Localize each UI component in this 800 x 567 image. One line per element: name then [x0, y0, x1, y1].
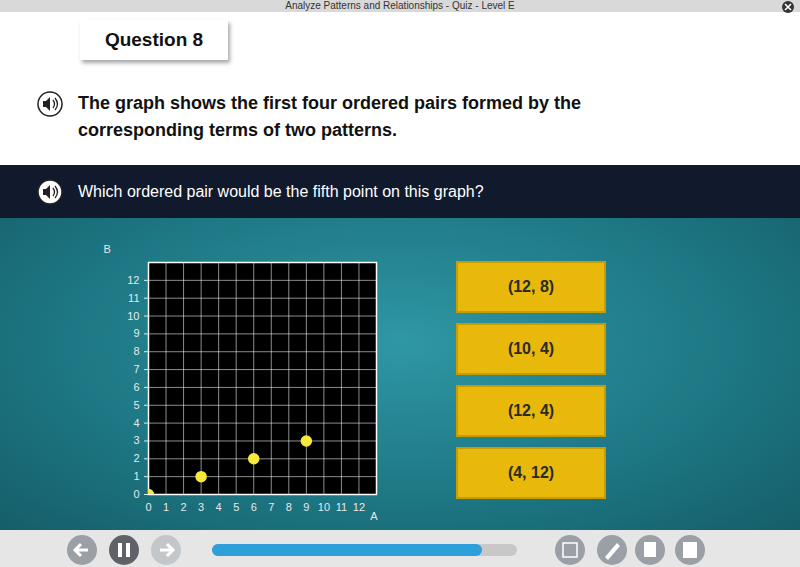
svg-text:2: 2 [133, 452, 139, 464]
svg-text:1: 1 [133, 470, 139, 482]
svg-text:11: 11 [128, 292, 139, 304]
svg-text:11: 11 [336, 501, 347, 513]
html-text:(12, 8): (12, 8) [507, 278, 555, 295]
svg-text:3: 3 [198, 501, 204, 513]
svg-text:0: 0 [145, 501, 151, 513]
svg-text:4: 4 [216, 501, 222, 513]
svg-text:10: 10 [127, 310, 139, 322]
svg-text:8: 8 [133, 345, 139, 357]
html-text:(4, 12): (4, 12) [507, 464, 555, 481]
svg-text:6: 6 [133, 381, 139, 393]
svg-text:B: B [104, 243, 111, 255]
svg-text:9: 9 [303, 501, 309, 513]
html-text:Which ordered pair would be th: Which ordered pair would be the fifth po… [78, 183, 484, 200]
svg-text:4: 4 [133, 417, 139, 429]
svg-text:2: 2 [181, 501, 187, 513]
svg-text:12: 12 [353, 501, 365, 513]
svg-text:5: 5 [233, 501, 239, 513]
svg-text:8: 8 [286, 501, 292, 513]
html-text:Question 8: Question 8 [104, 29, 204, 50]
html-text:The graph shows the first four: The graph shows the first four ordered p… [78, 93, 582, 140]
svg-text:3: 3 [133, 434, 139, 446]
html-text:(12, 4): (12, 4) [507, 402, 555, 419]
svg-text:7: 7 [133, 363, 139, 375]
html-text:Analyze Patterns and Relations: Analyze Patterns and Relationships - Qui… [285, 0, 515, 11]
svg-text:1: 1 [163, 501, 169, 513]
svg-text:10: 10 [318, 501, 330, 513]
svg-text:7: 7 [268, 501, 274, 513]
svg-text:A: A [370, 510, 378, 522]
svg-text:9: 9 [133, 327, 139, 339]
svg-text:6: 6 [251, 501, 257, 513]
svg-text:12: 12 [127, 274, 139, 286]
svg-text:5: 5 [133, 399, 139, 411]
html-text:(10, 4): (10, 4) [507, 340, 555, 357]
svg-text:0: 0 [133, 488, 139, 500]
